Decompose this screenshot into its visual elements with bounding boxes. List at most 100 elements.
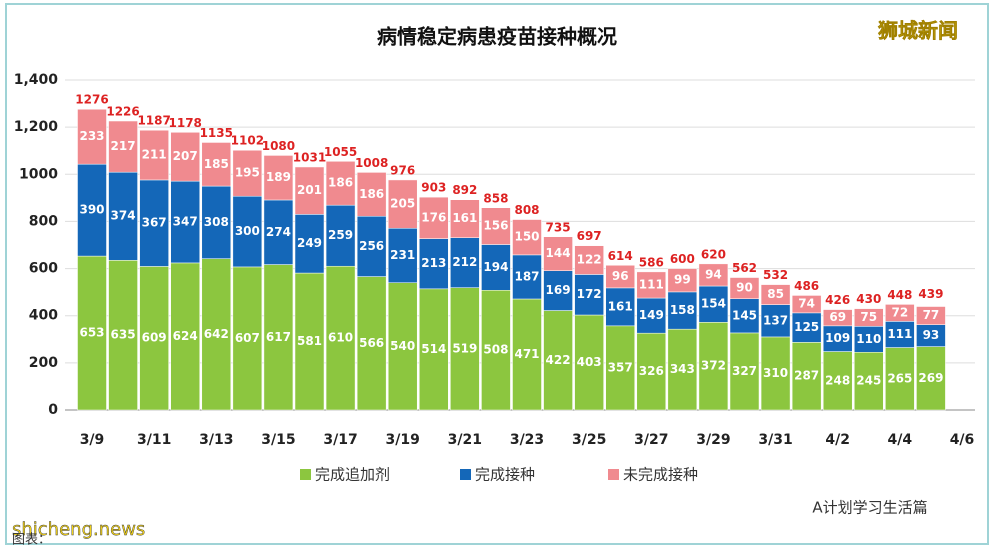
y-tick-label: 1,200	[14, 119, 59, 135]
bar-label: 308	[204, 215, 229, 229]
bar-label: 514	[421, 342, 446, 356]
bar-label: 519	[452, 341, 477, 355]
bar-label: 144	[546, 246, 571, 260]
bar-label: 137	[763, 313, 788, 327]
bar-segment	[574, 314, 604, 411]
x-tick-label: 3/19	[386, 432, 420, 448]
bar-segment	[201, 142, 232, 187]
bar-segment	[387, 228, 418, 283]
bar-segment	[605, 265, 635, 289]
bar-label: 150	[514, 230, 539, 244]
bar-label: 581	[297, 334, 322, 348]
x-tick-label: 3/13	[199, 432, 233, 448]
x-tick-label: 4/6	[950, 432, 975, 448]
bar-label: 189	[266, 170, 291, 184]
bar-segment	[729, 277, 760, 299]
total-label: 1031	[293, 150, 326, 164]
bar-label: 211	[142, 148, 167, 162]
bar-label: 274	[266, 225, 291, 239]
bar-label: 372	[701, 359, 726, 373]
x-tick-label: 3/11	[137, 432, 171, 448]
bar-segment	[760, 284, 791, 305]
total-label: 532	[763, 268, 788, 282]
total-label: 448	[887, 288, 912, 302]
bar-segment	[294, 166, 325, 215]
legend-label: 完成接种	[475, 466, 535, 484]
x-tick-label: 3/31	[758, 432, 792, 448]
bar-label: 74	[798, 297, 815, 311]
x-tick-label: 3/27	[634, 432, 668, 448]
bar-segment	[791, 312, 822, 343]
bar-label: 149	[639, 308, 664, 322]
y-tick-label: 1,400	[14, 72, 59, 88]
y-tick-label: 1000	[19, 166, 58, 182]
bar-segment	[667, 328, 698, 411]
bar-label: 94	[705, 267, 722, 281]
y-tick-label: 400	[29, 308, 58, 324]
bar-segment	[729, 298, 760, 334]
total-label: 976	[390, 163, 415, 177]
bar-segment	[263, 155, 294, 201]
bar-segment	[387, 179, 418, 229]
legend-swatch	[460, 469, 471, 480]
total-label: 620	[701, 247, 726, 261]
bar-segment	[356, 276, 387, 411]
watermark: 狮城新闻	[878, 19, 958, 43]
bar-label: 161	[452, 211, 477, 225]
bar-segment	[419, 288, 449, 411]
bar-label: 374	[111, 209, 136, 223]
bar-segment	[636, 332, 667, 411]
bar-segment	[263, 199, 294, 265]
bar-label: 169	[546, 283, 571, 297]
bar-label: 617	[266, 330, 291, 344]
bar-label: 176	[421, 210, 446, 224]
total-label: 903	[421, 181, 446, 195]
bar-segment	[263, 264, 294, 411]
bar-label: 69	[829, 310, 846, 324]
bar-segment	[77, 108, 107, 165]
bar-label: 125	[794, 320, 819, 334]
bar-label: 343	[670, 362, 695, 376]
bar-segment	[170, 180, 200, 264]
legend-label: 未完成接种	[623, 466, 698, 484]
x-tick-label: 3/23	[510, 432, 544, 448]
bar-label: 624	[173, 329, 198, 343]
watermark: shicheng.news	[12, 519, 145, 540]
total-label: 735	[546, 220, 571, 234]
total-label: 1226	[106, 105, 139, 119]
bar-segment	[232, 195, 263, 268]
bar-label: 610	[328, 331, 353, 345]
total-label: 486	[794, 279, 819, 293]
x-tick-label: 3/25	[572, 432, 606, 448]
y-tick-label: 800	[29, 213, 58, 229]
total-label: 600	[670, 252, 695, 266]
bar-label: 187	[514, 269, 539, 283]
bar-segment	[481, 207, 511, 245]
bar-segment	[791, 295, 822, 314]
bar-segment	[325, 265, 356, 411]
bar-label: 90	[736, 281, 753, 295]
bar-segment	[605, 287, 635, 327]
bar-segment	[450, 199, 480, 238]
x-tick-label: 3/15	[261, 432, 295, 448]
x-tick-label: 4/2	[825, 432, 850, 448]
bar-segment	[139, 179, 169, 267]
bar-segment	[822, 325, 853, 352]
bar-label: 75	[860, 310, 877, 324]
bar-label: 72	[892, 305, 909, 319]
legend-swatch	[608, 469, 619, 480]
source: 图表：	[12, 533, 51, 548]
total-label: 1102	[231, 134, 264, 148]
total-label: 562	[732, 261, 757, 275]
y-tick-label: 200	[29, 355, 58, 371]
bar-label: 154	[701, 297, 726, 311]
bar-label: 156	[483, 219, 508, 233]
bar-segment	[356, 172, 387, 217]
bar-segment	[294, 272, 325, 411]
bar-label: 231	[390, 248, 415, 262]
bar-label: 233	[79, 129, 104, 143]
bar-label: 357	[608, 360, 633, 374]
bar-label: 300	[235, 224, 260, 238]
bar-segment	[232, 266, 263, 411]
bar-segment	[822, 309, 853, 327]
